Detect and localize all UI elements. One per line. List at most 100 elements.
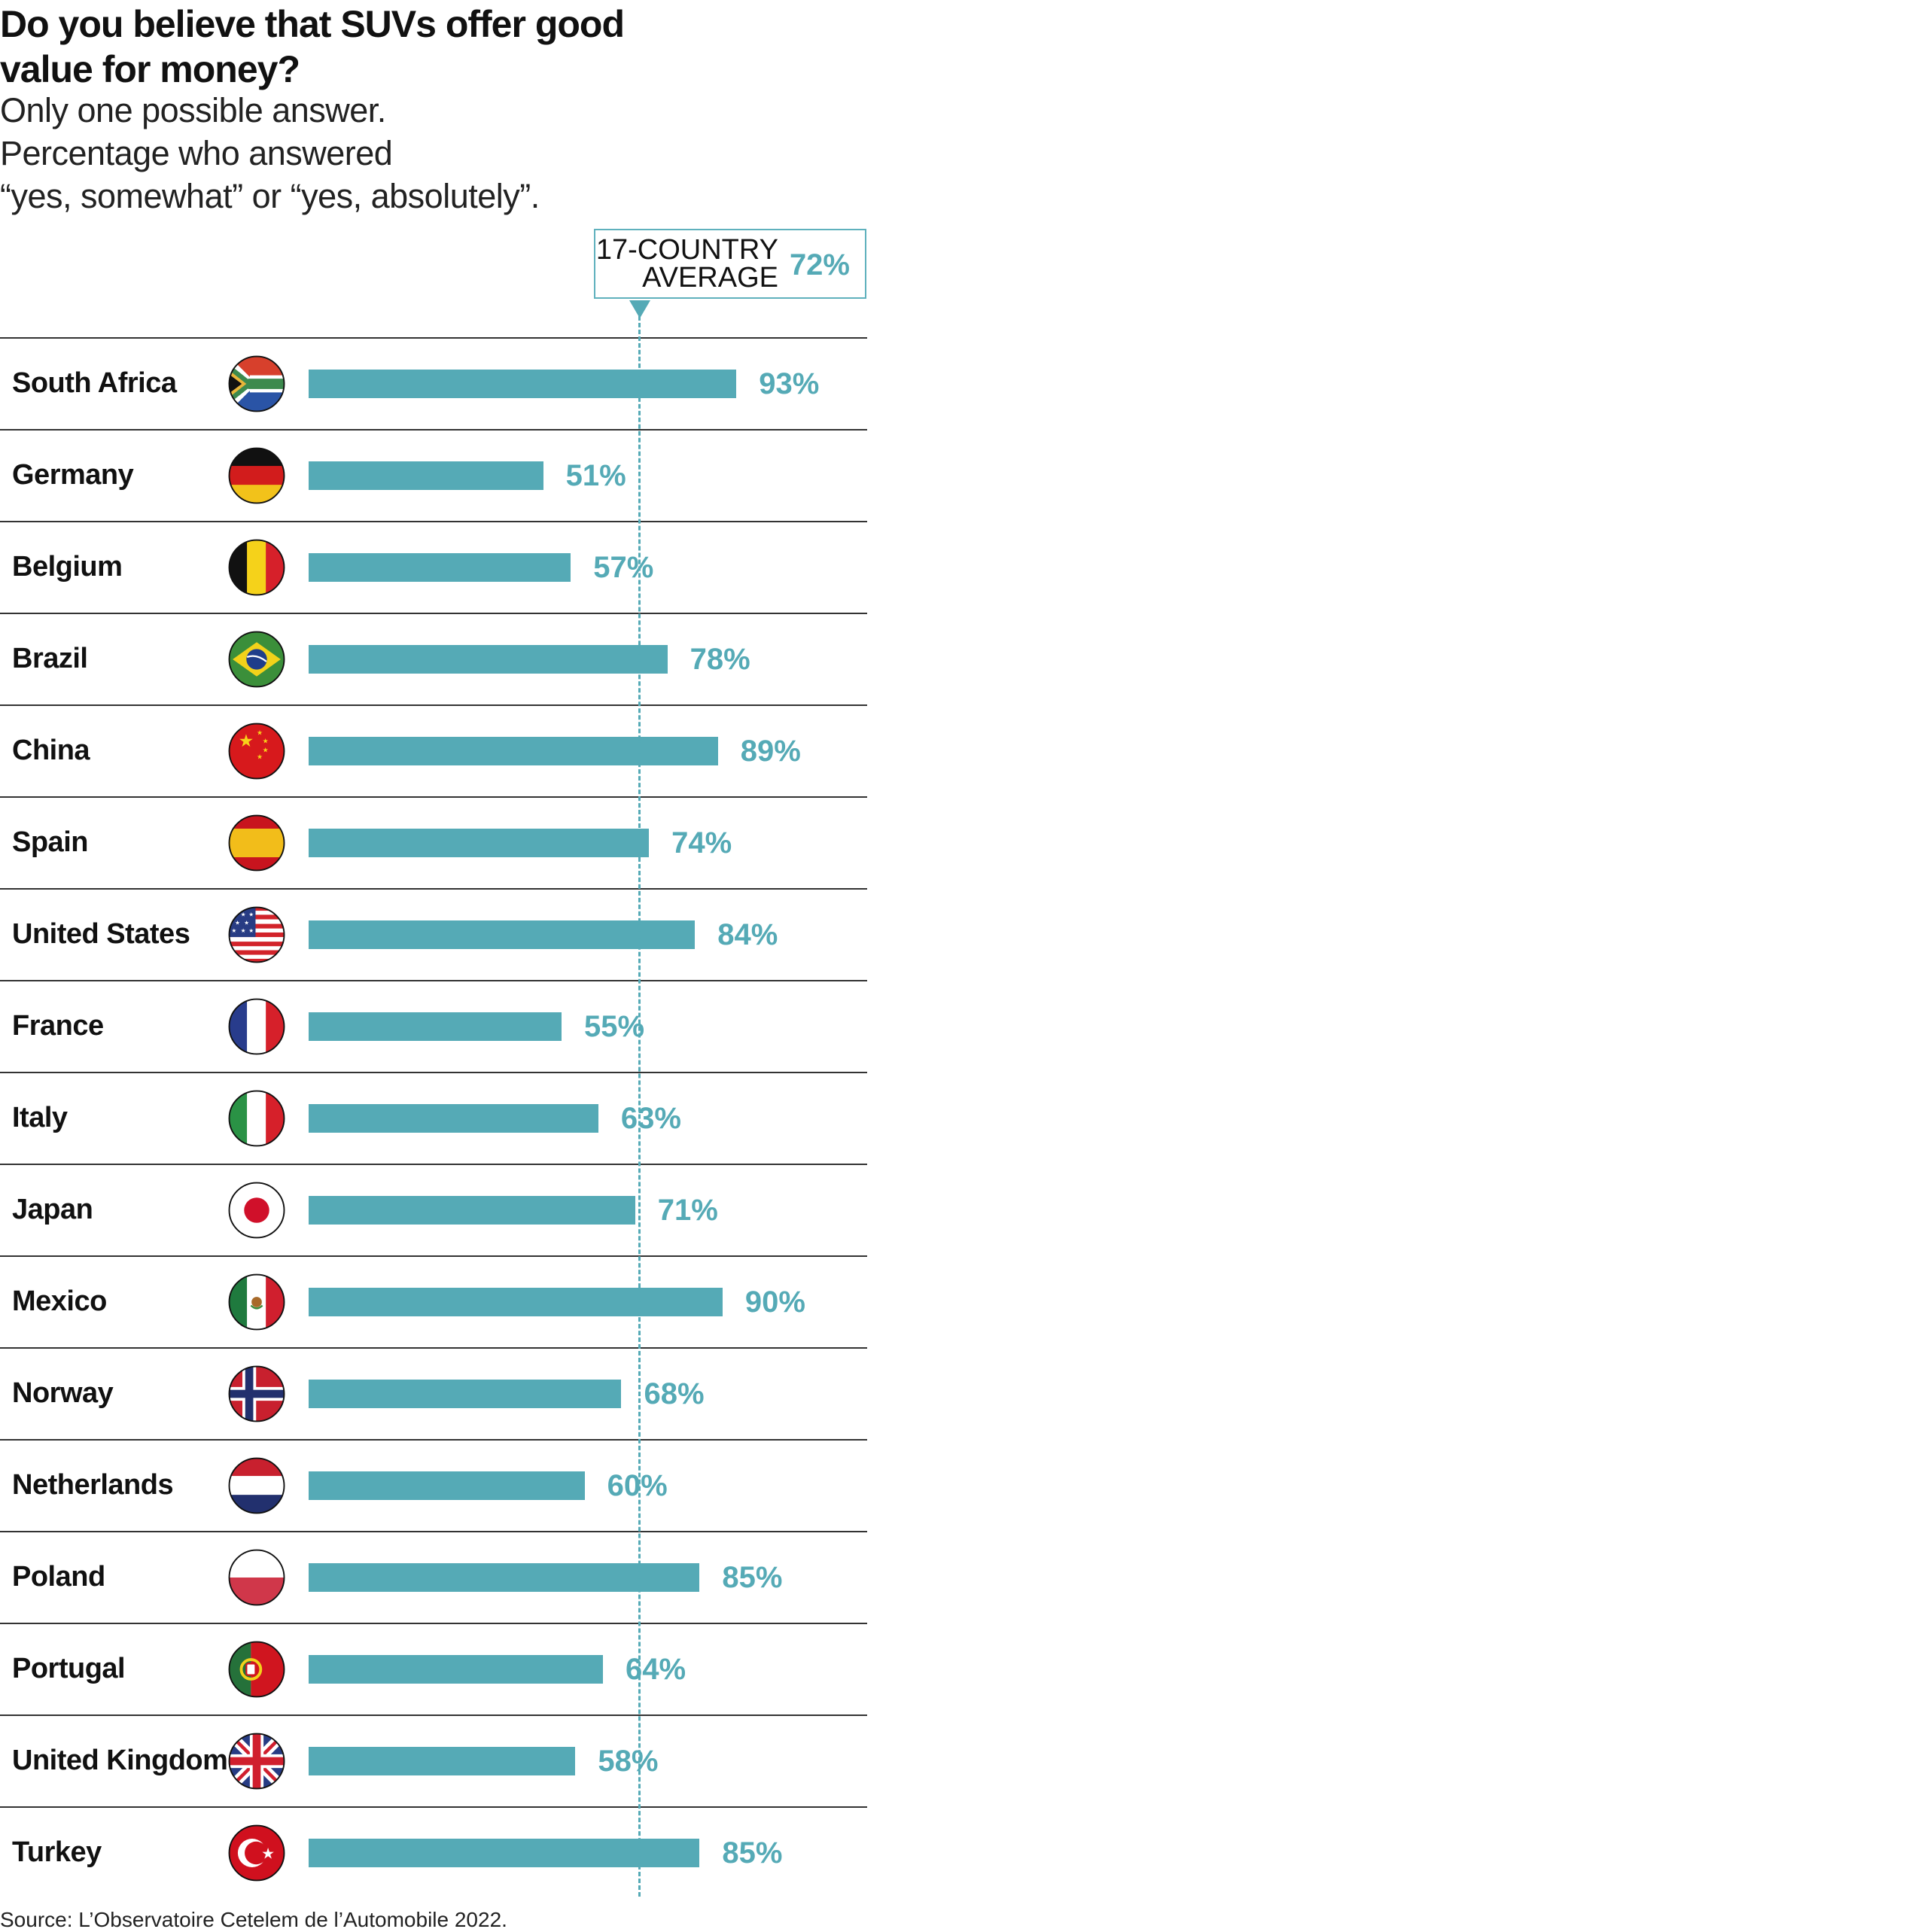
flag-tr-icon: ★	[228, 1824, 285, 1882]
average-label-line: AVERAGE	[642, 262, 778, 294]
bar	[309, 553, 571, 582]
value-label: 93%	[759, 367, 820, 400]
svg-text:★: ★	[241, 911, 246, 918]
flag-fr-icon	[228, 998, 285, 1055]
country-label: Norway	[12, 1377, 114, 1409]
value-label: 71%	[657, 1194, 718, 1227]
bar	[309, 1196, 635, 1225]
value-label: 90%	[744, 1285, 805, 1319]
value-label: 74%	[671, 826, 732, 860]
country-label: Germany	[12, 459, 134, 491]
svg-text:★: ★	[261, 1846, 275, 1863]
country-label: Brazil	[12, 643, 88, 674]
bar-row: China ★ ★ ★ ★ ★ 89%	[0, 704, 867, 796]
bar-row: South Africa 93%	[0, 337, 867, 429]
svg-text:★: ★	[257, 729, 263, 737]
bar	[309, 920, 696, 949]
bar-row: Japan 71%	[0, 1164, 867, 1255]
bar-row: United Kingdom 58%	[0, 1714, 867, 1806]
country-label: France	[12, 1010, 104, 1042]
country-label: Netherlands	[12, 1469, 174, 1501]
bar	[309, 1563, 700, 1592]
svg-text:★: ★	[244, 919, 249, 926]
flag-jp-icon	[228, 1182, 285, 1239]
bar	[309, 370, 737, 398]
flag-de-icon	[228, 447, 285, 504]
bar	[309, 1839, 700, 1867]
subtitle-line: “yes, somewhat” or “yes, absolutely”.	[0, 177, 540, 215]
value-label: 57%	[593, 551, 654, 584]
chart-title: Do you believe that SUVs offer good valu…	[0, 2, 677, 92]
flag-gb-icon	[228, 1733, 285, 1790]
bar-row: Germany 51%	[0, 429, 867, 521]
country-label: China	[12, 735, 90, 766]
average-pointer-icon	[629, 300, 650, 318]
average-callout: 17-COUNTRY AVERAGE 72%	[594, 229, 866, 299]
bar-row: Mexico 90%	[0, 1255, 867, 1347]
value-label: 60%	[607, 1469, 668, 1502]
bar	[309, 1655, 604, 1684]
svg-text:★: ★	[248, 911, 254, 918]
value-label: 68%	[644, 1377, 705, 1410]
country-label: South Africa	[12, 367, 177, 399]
flag-be-icon	[228, 539, 285, 596]
flag-us-icon: ★ ★ ★ ★ ★ ★ ★ ★	[228, 906, 285, 963]
flag-mx-icon	[228, 1273, 285, 1331]
bar-row: Norway 68%	[0, 1347, 867, 1439]
country-label: Mexico	[12, 1285, 107, 1317]
value-label: 89%	[740, 735, 801, 768]
source-note: Source: L’Observatoire Cetelem de l’Auto…	[0, 1908, 507, 1931]
bar	[309, 737, 718, 765]
country-label: Belgium	[12, 551, 123, 583]
value-label: 85%	[722, 1836, 783, 1870]
value-label: 51%	[565, 459, 626, 492]
svg-text:★: ★	[239, 731, 254, 750]
title-line: value for money?	[0, 48, 300, 90]
flag-pl-icon	[228, 1549, 285, 1606]
bar-row: Spain 74%	[0, 796, 867, 888]
value-label: 78%	[690, 643, 750, 676]
average-reference-line	[638, 316, 641, 1897]
flag-za-icon	[228, 355, 285, 412]
flag-cn-icon: ★ ★ ★ ★ ★	[228, 723, 285, 780]
country-label: Spain	[12, 826, 88, 858]
bar	[309, 1288, 723, 1316]
value-label: 84%	[717, 918, 778, 951]
value-label: 63%	[620, 1102, 681, 1135]
flag-nl-icon	[228, 1457, 285, 1514]
bar-row: Poland 85%	[0, 1531, 867, 1623]
value-label: 85%	[722, 1561, 783, 1594]
subtitle-line: Percentage who answered	[0, 134, 393, 172]
flag-pt-icon	[228, 1641, 285, 1698]
subtitle-line: Only one possible answer.	[0, 91, 386, 129]
svg-text:★: ★	[263, 737, 269, 744]
title-line: Do you believe that SUVs offer good	[0, 3, 625, 45]
svg-text:★: ★	[232, 927, 237, 934]
country-label: Turkey	[12, 1836, 102, 1868]
bar-row: France 55%	[0, 980, 867, 1072]
bar	[309, 1104, 598, 1133]
bar-row: Turkey ★ 85%	[0, 1806, 867, 1898]
bar	[309, 461, 543, 490]
bar	[309, 1747, 576, 1775]
bar	[309, 1012, 562, 1041]
bar-row: Belgium 57%	[0, 521, 867, 613]
value-label: 64%	[626, 1653, 686, 1686]
average-label-line: 17-COUNTRY	[595, 234, 778, 266]
bar	[309, 645, 668, 674]
flag-es-icon	[228, 814, 285, 872]
country-label: Poland	[12, 1561, 105, 1593]
average-label: 17-COUNTRY AVERAGE	[596, 236, 778, 292]
flag-no-icon	[228, 1365, 285, 1422]
bar	[309, 1471, 585, 1500]
bar	[309, 1380, 622, 1408]
bar-row: Netherlands 60%	[0, 1439, 867, 1531]
flag-br-icon	[228, 631, 285, 688]
country-label: Portugal	[12, 1653, 126, 1684]
country-label: Japan	[12, 1194, 93, 1225]
country-label: Italy	[12, 1102, 68, 1133]
value-label: 55%	[584, 1010, 645, 1043]
bar-rows: South Africa 93% Germany 51% Belgium 57% Brazi…	[0, 337, 867, 1898]
country-label: United States	[12, 918, 190, 950]
bar-row: United States ★ ★ ★ ★ ★ ★ ★ ★ 84%	[0, 888, 867, 980]
